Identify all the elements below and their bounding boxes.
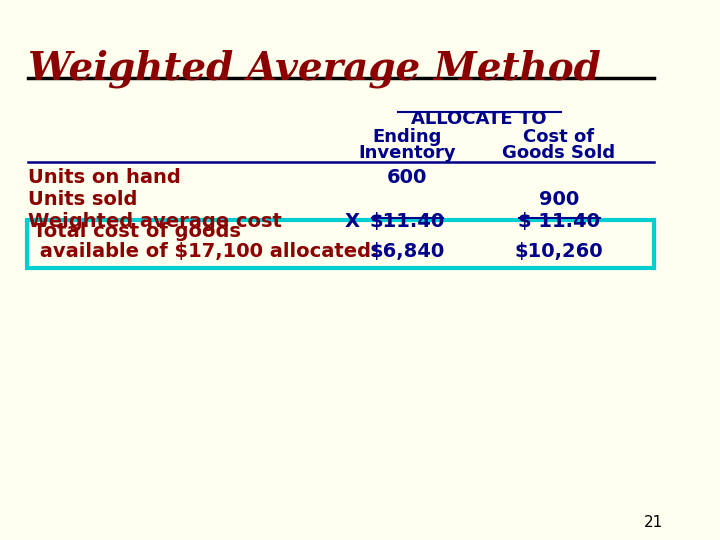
- Text: $11.40: $11.40: [369, 212, 445, 231]
- Text: Goods Sold: Goods Sold: [503, 144, 616, 162]
- Text: $10,260: $10,260: [515, 242, 603, 261]
- Text: Ending: Ending: [373, 128, 442, 146]
- Text: Inventory: Inventory: [359, 144, 456, 162]
- Text: Weighted average cost: Weighted average cost: [28, 212, 282, 231]
- Text: Units on hand: Units on hand: [28, 168, 181, 187]
- Text: Weighted Average Method: Weighted Average Method: [28, 50, 601, 89]
- Text: 21: 21: [644, 515, 663, 530]
- Text: $6,840: $6,840: [369, 242, 445, 261]
- Text: Total cost of goods: Total cost of goods: [33, 222, 241, 241]
- Text: 600: 600: [387, 168, 428, 187]
- Text: Cost of: Cost of: [523, 128, 595, 146]
- Text: 900: 900: [539, 190, 579, 209]
- FancyBboxPatch shape: [27, 220, 654, 268]
- Text: ALLOCATE TO: ALLOCATE TO: [410, 110, 546, 128]
- Text: Units sold: Units sold: [28, 190, 138, 209]
- Text: $ 11.40: $ 11.40: [518, 212, 600, 231]
- Text: X: X: [345, 212, 360, 231]
- Text: available of $17,100 allocated:: available of $17,100 allocated:: [33, 242, 379, 261]
